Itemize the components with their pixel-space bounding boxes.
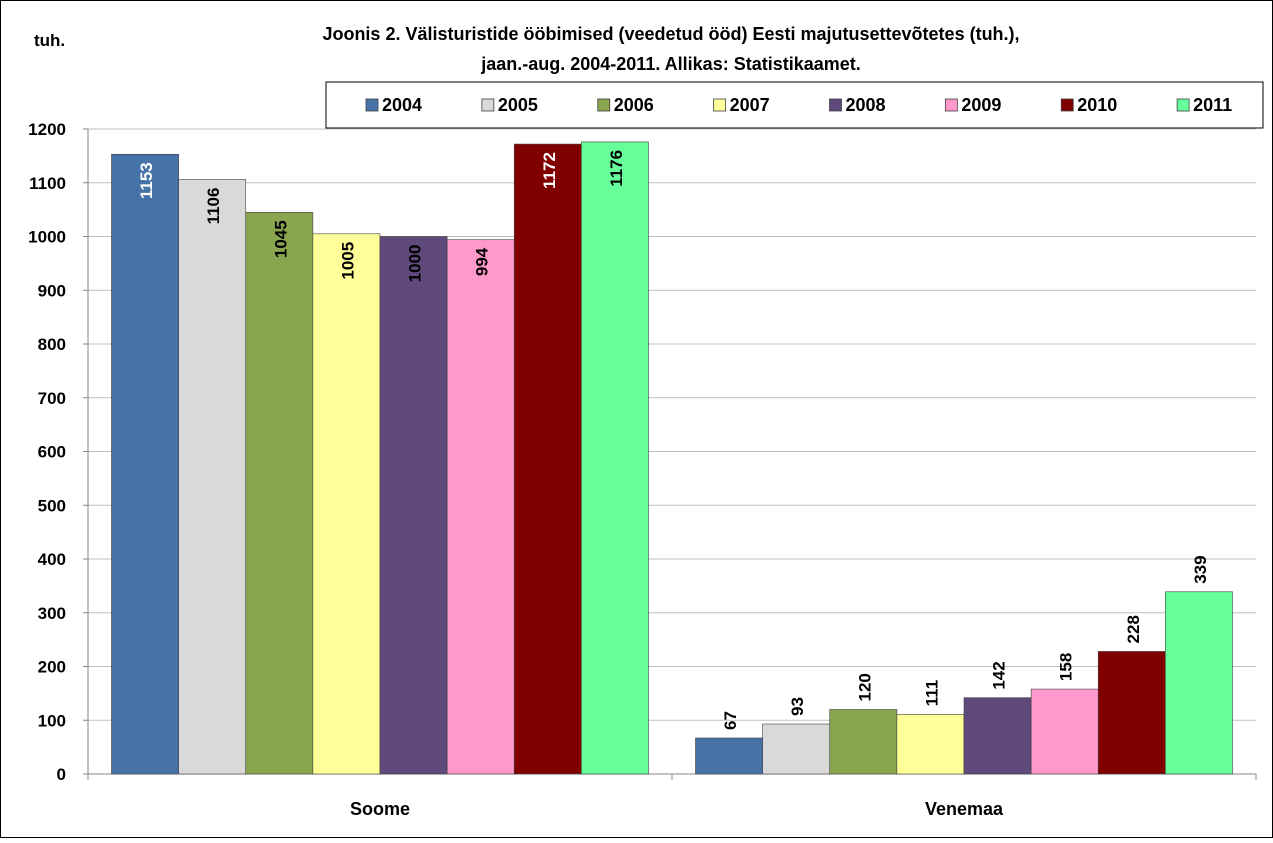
data-labels: 1153 67 1106 93 1045 120 1005 111 1000 142 994 158 1…	[137, 150, 1210, 730]
y-tick-label: 1100	[29, 174, 66, 193]
y-tick-label: 1000	[28, 228, 66, 247]
y-tick-label: 0	[57, 765, 66, 784]
legend-swatch	[481, 98, 495, 112]
y-tick-label: 700	[38, 389, 66, 408]
legend-label: 2005	[498, 95, 538, 115]
legend-swatch	[597, 98, 611, 112]
y-tick-label: 100	[38, 711, 66, 730]
y-tick-label: 500	[38, 496, 66, 515]
data-label: 67	[721, 711, 740, 730]
legend-swatch	[713, 98, 727, 112]
legend-label: 2011	[1193, 95, 1232, 115]
data-label: 228	[1124, 615, 1143, 643]
bar-2009-soome	[446, 239, 515, 775]
bar-2008-soome	[379, 236, 448, 775]
data-label: 120	[855, 673, 874, 701]
legend-label: 2004	[382, 95, 422, 115]
data-label: 1176	[607, 150, 626, 187]
x-category-label: Venemaa	[925, 799, 1004, 819]
bar-2010-venemaa	[1097, 651, 1166, 775]
legend-label: 2007	[730, 95, 770, 115]
bar-2006-venemaa	[829, 709, 898, 775]
data-label: 93	[788, 697, 807, 716]
bar-2005-soome	[178, 179, 247, 775]
legend: 2004 2005 2006 2007 2008 2009 2010 2011	[325, 81, 1264, 129]
y-tick-label: 300	[38, 604, 66, 623]
data-label: 1172	[540, 152, 559, 189]
legend-label: 2010	[1077, 95, 1117, 115]
legend-swatch	[944, 98, 958, 112]
data-label: 1153	[137, 162, 156, 199]
y-tick-label: 400	[38, 550, 66, 569]
y-axis-unit-label: tuh.	[34, 31, 65, 50]
legend-box	[325, 81, 1264, 129]
y-tick-label: 800	[38, 335, 66, 354]
bar-2006-soome	[245, 212, 314, 775]
data-label: 111	[922, 680, 941, 707]
bar-2011-venemaa	[1165, 591, 1233, 775]
bar-2005-venemaa	[762, 723, 831, 775]
data-label: 1005	[338, 242, 357, 280]
data-label: 1045	[271, 220, 290, 258]
bars	[111, 141, 1233, 775]
legend-label: 2006	[614, 95, 654, 115]
legend-swatch	[1176, 98, 1190, 112]
chart-title-line-2: jaan.-aug. 2004-2011. Allikas: Statistik…	[480, 54, 861, 74]
y-tick-label: 600	[38, 443, 66, 462]
chart-title-line-1: Joonis 2. Välisturistide ööbimised (veed…	[322, 24, 1019, 44]
bar-2008-venemaa	[963, 697, 1032, 775]
bar-2004-venemaa	[695, 737, 763, 775]
data-label: 158	[1057, 653, 1076, 681]
axes: 0 100 200 300 400 500 600 700 800 900 1000 1100 1200…	[28, 120, 1257, 819]
y-tick-label: 200	[38, 658, 66, 677]
data-label: 994	[473, 247, 492, 276]
x-category-label: Soome	[350, 799, 410, 819]
legend-label: 2009	[961, 95, 1001, 115]
data-label: 1000	[406, 245, 425, 283]
data-label: 142	[990, 661, 1009, 689]
bar-2011-soome	[581, 141, 649, 775]
bar-2007-soome	[312, 233, 381, 775]
legend-swatch	[1060, 98, 1074, 112]
data-label: 1106	[204, 188, 223, 225]
legend-swatch	[365, 98, 379, 112]
bar-2007-venemaa	[896, 714, 965, 775]
bar-2009-venemaa	[1030, 688, 1099, 775]
y-tick-label: 1200	[28, 120, 66, 139]
bar-2010-soome	[513, 143, 582, 775]
y-tick-label: 900	[38, 281, 66, 300]
data-label: 339	[1191, 555, 1210, 583]
bar-2004-soome	[111, 153, 179, 775]
legend-swatch	[829, 98, 842, 112]
legend-label: 2008	[846, 95, 886, 115]
